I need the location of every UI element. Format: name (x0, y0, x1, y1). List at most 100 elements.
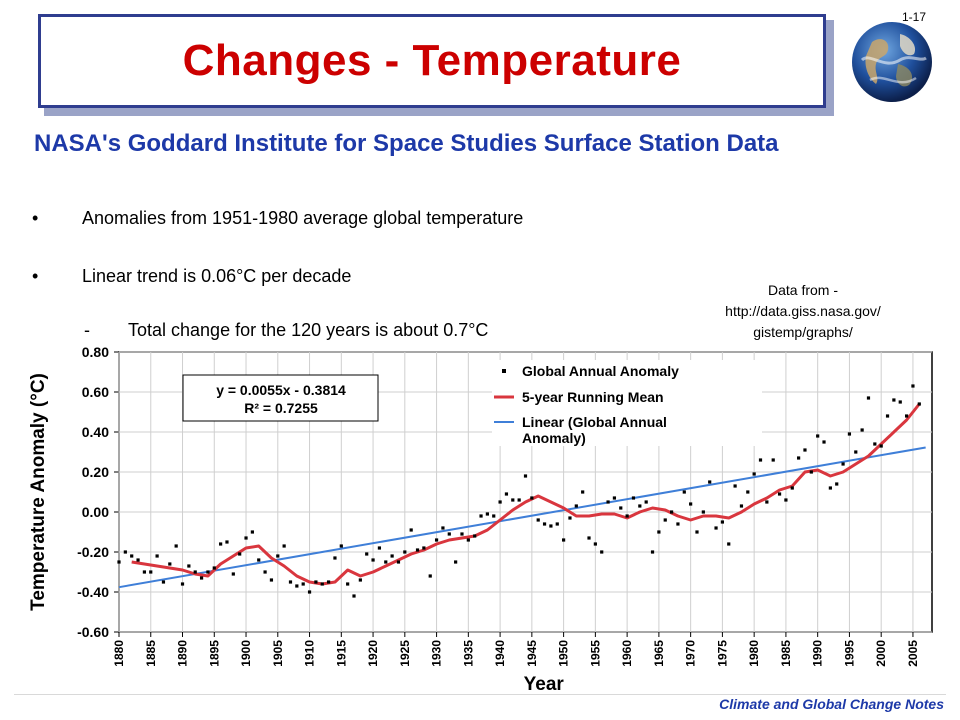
x-tick-label: 1910 (303, 640, 317, 667)
annual-anomaly-point (231, 572, 235, 576)
annual-anomaly-point (917, 402, 921, 406)
annual-anomaly-point (371, 558, 375, 562)
annual-anomaly-point (492, 514, 496, 518)
earth-globe-icon (852, 22, 932, 102)
annual-anomaly-point (339, 544, 343, 548)
annual-anomaly-point (828, 486, 832, 490)
annual-anomaly-point (174, 544, 178, 548)
annual-anomaly-point (403, 550, 407, 554)
annual-anomaly-point (346, 582, 350, 586)
r-squared-label: R² = 0.7255 (244, 400, 318, 416)
x-tick-label: 1895 (207, 640, 221, 667)
legend-point-marker (502, 369, 506, 373)
annual-anomaly-point (758, 458, 763, 462)
annual-anomaly-point (542, 522, 547, 526)
annual-anomaly-point (600, 550, 604, 554)
x-tick-label: 1995 (842, 640, 856, 667)
annual-anomaly-point (549, 524, 553, 528)
annual-anomaly-point (276, 554, 280, 558)
title-box: Changes - Temperature (38, 14, 826, 108)
annual-anomaly-point (479, 514, 483, 518)
annual-anomaly-point (720, 520, 724, 524)
annual-anomaly-point (441, 526, 445, 530)
annual-anomaly-point (155, 554, 159, 558)
annual-anomaly-point (803, 448, 807, 452)
annual-anomaly-point (904, 414, 909, 418)
annual-anomaly-point (485, 512, 489, 516)
annual-anomaly-point (219, 542, 223, 546)
annual-anomaly-point (187, 564, 191, 568)
x-tick-label: 1915 (334, 640, 348, 667)
annual-anomaly-point (708, 480, 712, 484)
annual-anomaly-point (746, 490, 750, 494)
annual-anomaly-point (523, 474, 528, 478)
legend-label: 5-year Running Mean (522, 389, 664, 405)
annual-anomaly-point (257, 558, 261, 562)
annual-anomaly-point (885, 414, 890, 418)
annual-anomaly-point (739, 504, 744, 508)
annual-anomaly-point (447, 532, 451, 536)
y-tick-label: 0.20 (82, 464, 109, 480)
annual-anomaly-point (199, 576, 204, 580)
annual-anomaly-point (765, 500, 769, 504)
annual-anomaly-point (790, 486, 794, 490)
annual-anomaly-point (809, 470, 813, 474)
annual-anomaly-point (352, 594, 356, 598)
sub-bullet-text: Total change for the 120 years is about … (128, 320, 489, 340)
x-tick-label: 1885 (144, 640, 158, 667)
x-tick-label: 1905 (271, 640, 285, 667)
annual-anomaly-point (434, 538, 439, 542)
annual-anomaly-point (555, 522, 559, 526)
footer-divider (14, 694, 946, 695)
linear-trend-line (118, 446, 926, 589)
annual-anomaly-point (244, 536, 248, 540)
annual-anomaly-point (130, 554, 134, 558)
annual-anomaly-point (625, 514, 629, 518)
source-line: Data from - (767, 282, 838, 298)
x-tick-label: 1935 (461, 640, 475, 667)
annual-anomaly-point (536, 518, 540, 522)
annual-anomaly-point (377, 546, 382, 550)
trend-equation: y = 0.0055x - 0.3814 (216, 382, 346, 398)
annual-anomaly-point (689, 502, 693, 506)
bullet-dot-icon: • (32, 208, 39, 228)
annual-anomaly-point (206, 570, 210, 574)
x-tick-label: 1980 (747, 640, 761, 667)
annual-anomaly-point (301, 582, 305, 586)
x-tick-label: 1950 (557, 640, 571, 667)
annual-anomaly-point (123, 550, 127, 554)
annual-anomaly-point (307, 590, 312, 594)
annual-anomaly-point (504, 492, 509, 496)
legend-label: Linear (Global Annual (522, 414, 667, 430)
annual-anomaly-point (606, 500, 610, 504)
annual-anomaly-point (460, 532, 464, 536)
annual-anomaly-point (854, 450, 858, 454)
x-tick-label: 1970 (684, 640, 698, 667)
annual-anomaly-point (282, 544, 286, 548)
annual-anomaly-point (771, 458, 775, 462)
bullet-item: • Anomalies from 1951-1980 average global… (32, 208, 523, 229)
annual-anomaly-point (866, 396, 871, 400)
annual-anomaly-point (847, 432, 852, 436)
annual-anomaly-point (161, 580, 166, 584)
y-axis-label: Temperature Anomaly (°C) (28, 373, 49, 611)
annual-anomaly-point (422, 546, 426, 550)
annual-anomaly-point (841, 462, 845, 466)
annual-anomaly-point (225, 540, 229, 544)
x-tick-label: 1925 (398, 640, 412, 667)
x-tick-label: 1940 (493, 640, 507, 667)
annual-anomaly-point (562, 538, 566, 542)
x-tick-label: 1880 (112, 640, 126, 667)
equation-box (182, 374, 379, 422)
bullet-text: Anomalies from 1951-1980 average global … (82, 208, 524, 228)
y-tick-label: 0.80 (82, 344, 109, 360)
annual-anomaly-point (714, 526, 718, 530)
bullet-text: Linear trend is 0.06°C per decade (82, 266, 352, 286)
legend-box (492, 360, 762, 446)
annual-anomaly-point (695, 530, 699, 534)
annual-anomaly-point (911, 384, 915, 388)
annual-anomaly-point (466, 538, 470, 542)
x-tick-label: 1945 (525, 640, 539, 667)
annual-anomaly-point (365, 552, 369, 556)
